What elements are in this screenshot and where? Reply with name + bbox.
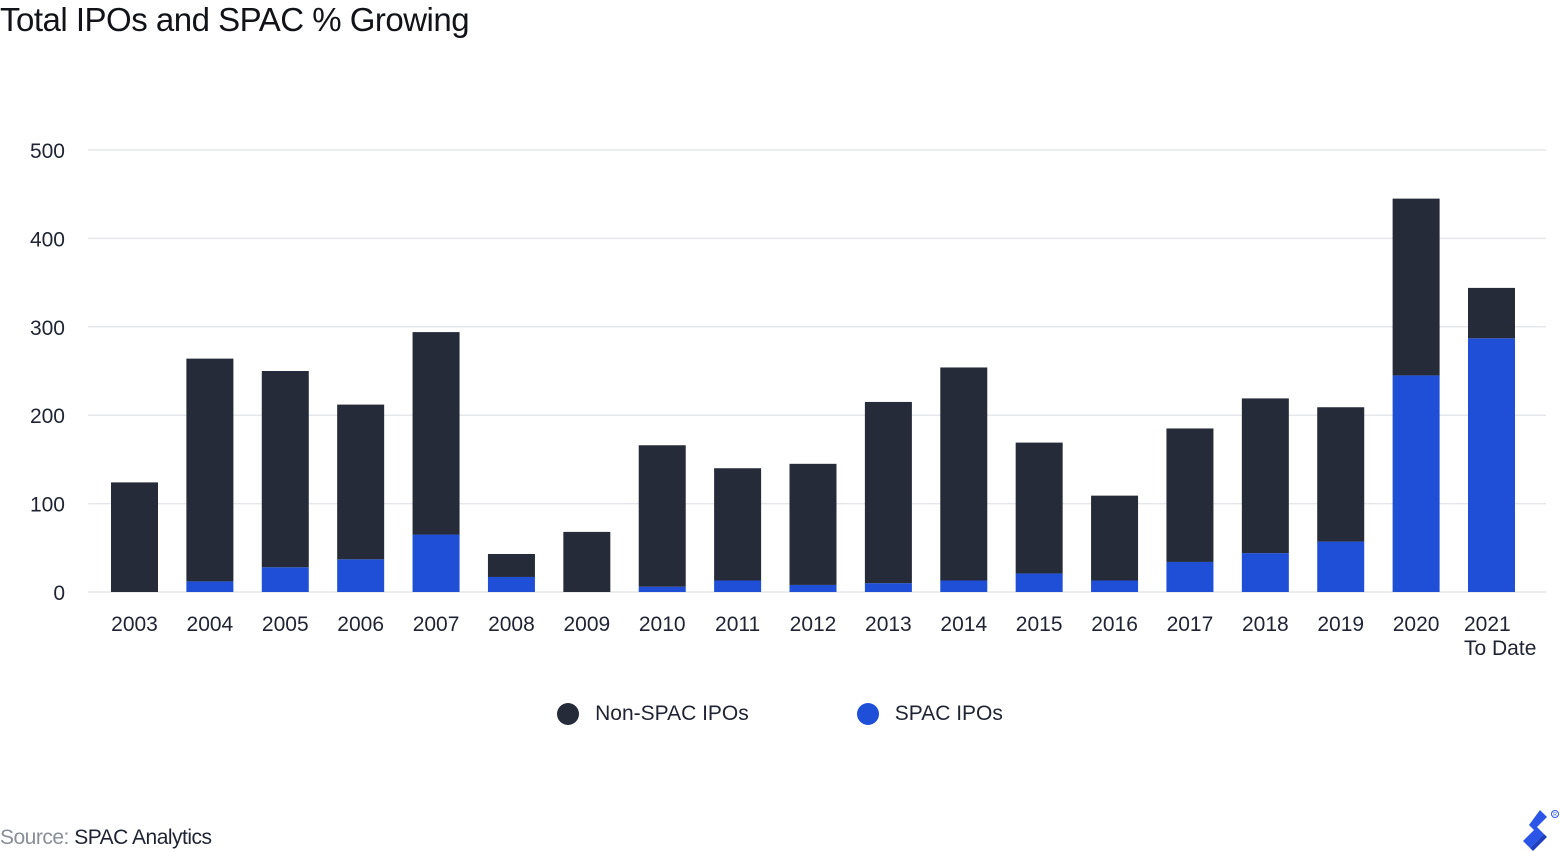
bar-spac-2012 [789,584,837,592]
bar-spac-2008 [487,576,535,592]
x-tick-label-2006: 2006 [337,613,384,636]
x-tick-label-2018: 2018 [1242,613,1289,636]
y-tick-label-300: 300 [30,317,65,340]
bar-non-spac-2016 [1091,495,1139,581]
x-tick-label-2007: 2007 [413,613,460,636]
y-tick-label-100: 100 [30,494,65,517]
bar-non-spac-2003 [111,482,158,592]
bar-non-spac-2004 [186,358,234,582]
x-tick-label-2011: 2011 [715,613,760,636]
bar-spac-2021 [1468,338,1515,592]
bar-non-spac-2011 [714,468,762,581]
bar-non-spac-2018 [1241,398,1289,554]
legend: Non-SPAC IPOs SPAC IPOs [0,702,1560,726]
legend-swatch-spac [856,703,879,725]
legend-item-spac: SPAC IPOs [856,702,1003,726]
chart-title: Total IPOs and SPAC % Growing [0,1,470,38]
x-tick-label-2020: 2020 [1393,613,1440,636]
bar-spac-2010 [638,586,686,592]
bar-spac-2004 [186,581,234,592]
bar-spac-2017 [1166,561,1214,592]
x-tick-label-2012: 2012 [790,613,837,636]
bars [111,198,1515,592]
legend-label-non-spac: Non-SPAC IPOs [595,702,749,725]
x-axis: 2003 2004 2005 2006 2007 2008 2009 2010 2011 2012… [111,613,1536,660]
bar-non-spac-2013 [864,401,912,584]
x-tick-label-2004: 2004 [187,613,234,636]
legend-label-spac: SPAC IPOs [894,702,1003,725]
bar-non-spac-2007 [412,332,460,535]
bar-non-spac-2021 [1468,287,1515,339]
bar-non-spac-2019 [1317,407,1365,542]
y-axis: 0 100 200 300 400 500 [30,140,65,605]
y-tick-label-200: 200 [30,405,65,428]
x-tick-label-2016: 2016 [1091,613,1138,636]
x-tick-label-2010: 2010 [639,613,686,636]
y-tick-label-0: 0 [53,582,65,605]
svg-text:R: R [1553,812,1557,818]
toptal-logo-icon: R [1523,810,1559,851]
bar-spac-2020 [1392,375,1440,592]
x-tick-label-2009: 2009 [563,613,610,636]
x-tick-label-2013: 2013 [865,613,912,636]
bar-non-spac-2006 [337,404,385,560]
x-tick-label-2021: 2021 To Date [1464,613,1536,660]
x-tick-label-2017: 2017 [1167,613,1214,636]
y-tick-label-500: 500 [30,140,65,163]
x-tick-label-2008: 2008 [488,613,535,636]
bar-spac-2013 [864,583,912,592]
bar-non-spac-2012 [789,463,837,585]
bar-non-spac-2008 [487,553,535,577]
legend-swatch-non-spac [557,703,580,725]
source-label: Source: [0,826,69,849]
bar-spac-2011 [714,580,762,592]
x-tick-label-2015: 2015 [1016,613,1063,636]
bar-spac-2005 [261,567,309,592]
source-value: SPAC Analytics [74,826,212,849]
bar-spac-2006 [337,559,385,592]
bar-non-spac-2020 [1392,198,1440,376]
bar-non-spac-2010 [638,445,686,587]
bar-spac-2015 [1015,573,1063,592]
x-tick-label-2005: 2005 [262,613,309,636]
bar-non-spac-2005 [261,371,309,568]
bar-spac-2014 [940,580,988,592]
bar-spac-2007 [412,534,460,592]
x-tick-label-2019: 2019 [1317,613,1364,636]
y-tick-label-400: 400 [30,228,65,251]
x-tick-label-2014: 2014 [940,613,987,636]
bar-spac-2018 [1241,553,1289,592]
bar-spac-2019 [1317,541,1365,592]
bar-non-spac-2009 [563,531,611,592]
bar-non-spac-2015 [1015,442,1063,574]
bar-non-spac-2014 [940,367,988,581]
bar-non-spac-2017 [1166,428,1214,562]
source-note: Source: SPAC Analytics [0,826,212,850]
x-tick-label-2003: 2003 [111,613,158,636]
legend-item-non-spac: Non-SPAC IPOs [557,702,749,726]
bar-spac-2016 [1091,580,1139,592]
